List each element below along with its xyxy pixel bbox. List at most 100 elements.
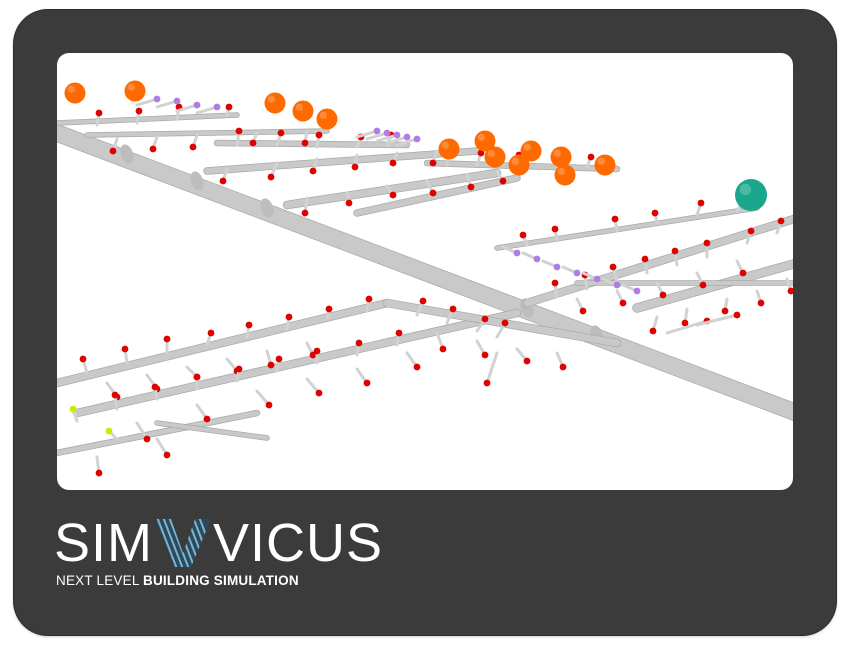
trunk-joint bbox=[120, 144, 134, 164]
consumer-node bbox=[153, 95, 161, 103]
pump-node-highlight bbox=[557, 167, 565, 175]
consumer-node bbox=[777, 217, 785, 225]
consumer-node bbox=[429, 159, 437, 167]
consumer-node bbox=[189, 143, 197, 151]
3d-network-viewport[interactable] bbox=[57, 53, 793, 490]
pump-node bbox=[520, 140, 542, 162]
pump-node bbox=[124, 80, 146, 102]
pipe-network-scene[interactable] bbox=[57, 53, 793, 490]
branch-pipe bbox=[57, 299, 391, 387]
pump-node-highlight bbox=[597, 157, 605, 165]
consumer-node bbox=[111, 391, 119, 399]
branch-pipe bbox=[155, 421, 269, 440]
consumer-node bbox=[593, 275, 601, 283]
consumer-node bbox=[633, 287, 641, 295]
branch-pipe bbox=[57, 113, 239, 125]
consumer-node bbox=[267, 361, 275, 369]
branch-pipe bbox=[495, 206, 759, 250]
consumer-node bbox=[95, 109, 103, 117]
trunk-joint bbox=[190, 171, 204, 191]
consumer-node bbox=[235, 127, 243, 135]
consumer-node bbox=[551, 225, 559, 233]
consumer-node bbox=[69, 405, 77, 413]
consumer-node bbox=[559, 363, 567, 371]
consumer-node bbox=[105, 427, 113, 435]
consumer-node bbox=[301, 139, 309, 147]
pump-node bbox=[554, 164, 576, 186]
pump-node-highlight bbox=[511, 157, 519, 165]
pump-node bbox=[550, 146, 572, 168]
consumer-node bbox=[499, 177, 507, 185]
tagline-regular: NEXT LEVEL bbox=[56, 573, 143, 588]
striped-v-icon bbox=[155, 519, 212, 567]
consumer-node bbox=[109, 147, 117, 155]
consumer-node bbox=[151, 383, 159, 391]
consumer-node bbox=[389, 159, 397, 167]
consumer-node bbox=[439, 345, 447, 353]
consumer-node bbox=[579, 307, 587, 315]
pump-node bbox=[264, 92, 286, 114]
pump-node-highlight bbox=[441, 141, 450, 149]
consumer-node bbox=[429, 189, 437, 197]
consumer-node bbox=[413, 135, 421, 143]
consumer-node bbox=[79, 355, 87, 363]
consumer-node bbox=[213, 103, 221, 111]
consumer-node bbox=[193, 373, 201, 381]
consumer-node bbox=[389, 191, 397, 199]
pump-node-highlight bbox=[523, 143, 531, 151]
tagline-bold: BUILDING SIMULATION bbox=[143, 573, 299, 588]
pipe-stub bbox=[175, 103, 199, 113]
branch-pipe bbox=[73, 309, 521, 417]
consumer-node bbox=[619, 299, 627, 307]
pump-node bbox=[474, 130, 496, 152]
consumer-node bbox=[245, 321, 253, 329]
consumer-node bbox=[467, 183, 475, 191]
consumer-node bbox=[285, 313, 293, 321]
trunk-joint bbox=[260, 198, 274, 218]
consumer-node bbox=[395, 329, 403, 337]
consumer-node bbox=[533, 255, 541, 263]
consumer-node bbox=[275, 355, 283, 363]
pump-node bbox=[64, 82, 86, 104]
consumer-node bbox=[363, 379, 371, 387]
consumer-node bbox=[519, 231, 527, 239]
consumer-node bbox=[163, 335, 171, 343]
consumer-node bbox=[219, 177, 227, 185]
consumer-node bbox=[721, 307, 729, 315]
consumer-node bbox=[449, 305, 457, 313]
pump-node-highlight bbox=[267, 95, 275, 103]
pump-node bbox=[316, 108, 338, 130]
consumer-node bbox=[513, 249, 521, 257]
pump-node bbox=[438, 138, 460, 160]
pipe-stub bbox=[365, 131, 389, 141]
pump-node bbox=[292, 100, 314, 122]
consumer-node bbox=[315, 389, 323, 397]
consumer-node bbox=[315, 131, 323, 139]
consumer-node bbox=[659, 291, 667, 299]
consumer-node bbox=[747, 227, 755, 235]
pipe-stub bbox=[195, 105, 219, 115]
consumer-node bbox=[383, 129, 391, 137]
consumer-node bbox=[611, 215, 619, 223]
pump-node bbox=[484, 146, 506, 168]
consumer-node bbox=[249, 139, 257, 147]
consumer-node bbox=[345, 199, 353, 207]
consumer-node bbox=[163, 451, 171, 459]
consumer-node bbox=[523, 357, 531, 365]
consumer-node bbox=[553, 263, 561, 271]
pump-node-highlight bbox=[319, 111, 328, 119]
consumer-node bbox=[225, 103, 233, 111]
tagline: NEXT LEVEL BUILDING SIMULATION bbox=[56, 573, 299, 588]
consumer-node bbox=[573, 269, 581, 277]
pump-node bbox=[508, 154, 530, 176]
pump-node bbox=[594, 154, 616, 176]
pump-node-highlight bbox=[127, 83, 135, 91]
branch-pipe bbox=[204, 148, 480, 174]
pump-node-highlight bbox=[553, 149, 561, 157]
consumer-node bbox=[235, 365, 243, 373]
pipe-stub bbox=[395, 137, 419, 147]
consumer-node bbox=[477, 149, 485, 157]
consumer-node bbox=[403, 133, 411, 141]
consumer-node bbox=[587, 153, 595, 161]
branch-pipe bbox=[354, 175, 520, 216]
